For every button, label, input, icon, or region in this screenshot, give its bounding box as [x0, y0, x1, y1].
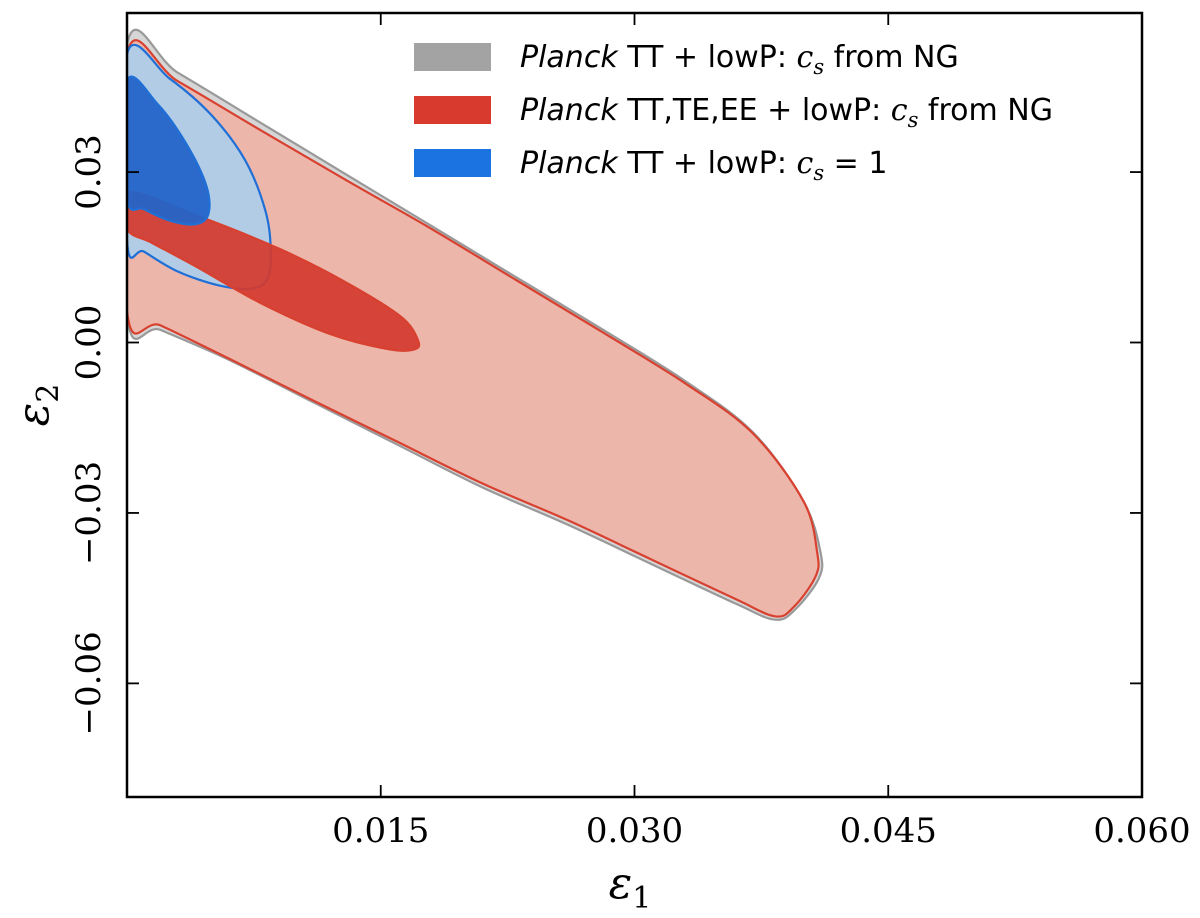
y-tick-label: −0.03 — [69, 461, 109, 565]
legend-swatch-tt-te-ee-lowp-cs-ng — [414, 96, 491, 124]
x-tick-label: 0.045 — [840, 811, 937, 851]
y-tick-label: 0.03 — [69, 134, 109, 210]
x-axis-label: ε1 — [609, 858, 652, 916]
x-tick-label: 0.030 — [586, 811, 683, 851]
y-tick-label: −0.06 — [69, 631, 109, 735]
legend: Planck TT + lowP: cs from NG Planck TT,TE… — [414, 40, 1053, 185]
y-tick-label: 0.00 — [69, 305, 109, 381]
legend-swatch-tt-lowp-cs-ng — [414, 43, 491, 71]
legend-entry-tt-te-ee-lowp-cs-ng: Planck TT,TE,EE + lowP: cs from NG — [520, 93, 1053, 132]
x-tick-label: 0.015 — [332, 811, 429, 851]
legend-swatch-tt-lowp-cs-1 — [414, 149, 491, 177]
contour-layer — [127, 28, 824, 621]
legend-entry-tt-lowp-cs-ng: Planck TT + lowP: cs from NG — [520, 40, 959, 79]
x-tick-label: 0.060 — [1093, 811, 1190, 851]
contour-68-tt-lowp-cs-1 — [127, 75, 211, 226]
contour-95-tt-te-ee-lowp-cs-ng — [127, 39, 820, 618]
tick-layer: 0.015 0.030 0.045 0.060 0.03 0.00 −0.03 −0.06 — [69, 13, 1191, 851]
y-axis-label: ε2 — [8, 384, 66, 427]
legend-entry-tt-lowp-cs-1: Planck TT + lowP: cs = 1 — [520, 146, 887, 185]
contour-68-tt-te-ee-lowp-cs-ng — [127, 190, 421, 352]
